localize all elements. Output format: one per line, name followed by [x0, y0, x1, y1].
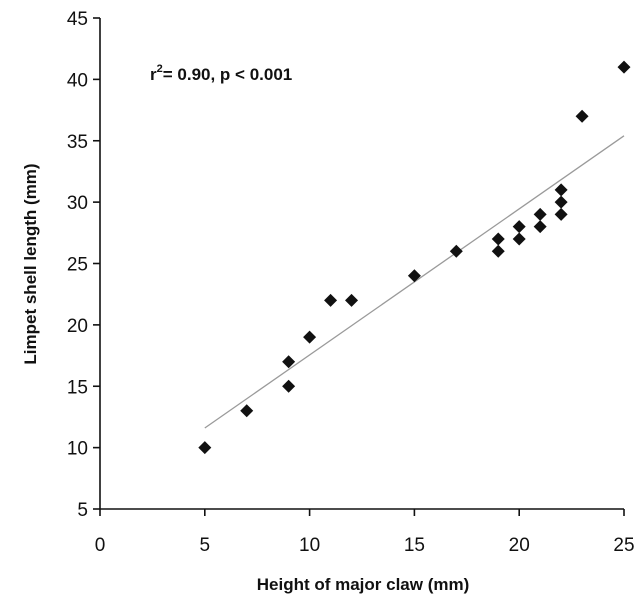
y-tick-label: 10: [67, 439, 88, 460]
data-point: [554, 183, 568, 197]
data-point: [575, 109, 589, 123]
data-point: [554, 207, 568, 221]
r2-annotation: r2= 0.90, p < 0.001: [150, 63, 292, 84]
x-tick-label: 25: [613, 535, 634, 556]
data-point: [491, 244, 505, 258]
data-point: [198, 441, 212, 455]
data-point: [533, 207, 547, 221]
x-axis: 0 5 10 15 20 25: [95, 508, 635, 556]
data-point: [512, 220, 526, 234]
data-point: [449, 244, 463, 258]
data-point: [282, 355, 296, 369]
x-tick-label: 0: [95, 535, 106, 556]
y-axis: 5 10 15 20 25 30 35 40 45: [67, 9, 101, 521]
x-tick-label: 20: [509, 535, 530, 556]
data-points: [198, 60, 631, 455]
x-tick-label: 10: [299, 535, 320, 556]
y-tick-label: 30: [67, 193, 88, 214]
y-tick-label: 25: [67, 255, 88, 276]
data-point: [303, 330, 317, 344]
data-point: [533, 220, 547, 234]
y-tick-label: 35: [67, 132, 88, 153]
y-tick-label: 40: [67, 70, 88, 91]
data-point: [617, 60, 631, 74]
y-tick-label: 15: [67, 377, 88, 398]
data-point: [240, 404, 254, 418]
data-point: [491, 232, 505, 246]
y-tick-label: 5: [77, 500, 88, 521]
x-tick-label: 15: [404, 535, 425, 556]
x-tick-label: 5: [200, 535, 211, 556]
data-point: [324, 293, 338, 307]
data-point: [407, 269, 421, 283]
data-point: [345, 293, 359, 307]
y-tick-label: 20: [67, 316, 88, 337]
data-point: [512, 232, 526, 246]
x-axis-label: Height of major claw (mm): [257, 575, 470, 594]
y-axis-label: Limpet shell length (mm): [21, 163, 40, 364]
y-tick-label: 45: [67, 9, 88, 30]
data-point: [554, 195, 568, 209]
data-point: [282, 379, 296, 393]
